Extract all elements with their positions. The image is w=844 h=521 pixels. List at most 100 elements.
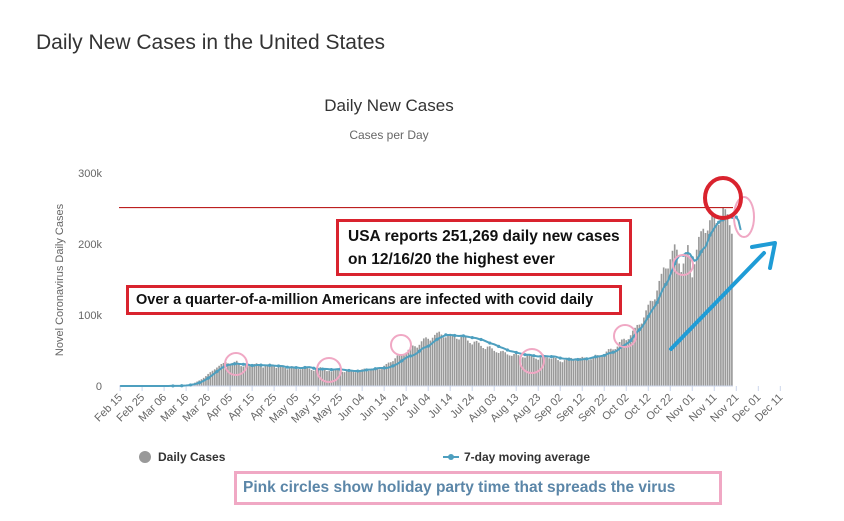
moving-average-point <box>285 365 289 369</box>
chart-title: Daily New Cases <box>324 96 453 115</box>
legend-item-moving-average[interactable]: 7-day moving average <box>443 450 590 464</box>
daily-cases-bar <box>275 367 278 386</box>
daily-cases-bar <box>422 338 425 386</box>
daily-cases-bar <box>623 338 625 386</box>
moving-average-point <box>523 353 527 357</box>
daily-cases-bar <box>356 371 359 386</box>
daily-cases-bar <box>451 334 454 386</box>
daily-cases-bar <box>376 368 379 386</box>
daily-cases-bar <box>323 370 326 386</box>
legend-moving-average-marker <box>448 454 454 460</box>
daily-cases-bar <box>334 368 337 386</box>
daily-cases-bar <box>304 366 306 386</box>
daily-cases-bar <box>299 369 302 386</box>
daily-cases-bar <box>610 348 612 386</box>
moving-average-point <box>215 369 219 374</box>
daily-cases-bar <box>497 352 500 386</box>
daily-cases-bar <box>398 354 401 386</box>
legend-item-daily-cases[interactable]: Daily Cases <box>139 450 226 464</box>
holiday-circle-july-4 <box>390 334 412 356</box>
daily-cases-bar <box>326 371 328 386</box>
daily-cases-bar <box>533 357 535 386</box>
daily-cases-bar <box>673 244 676 386</box>
daily-cases-bar <box>284 367 286 386</box>
daily-cases-bar <box>341 371 344 386</box>
daily-cases-bar <box>495 352 498 386</box>
daily-cases-bar <box>464 337 467 386</box>
daily-cases-bar <box>332 370 335 386</box>
daily-cases-bar <box>249 365 251 386</box>
daily-cases-bar <box>409 346 412 386</box>
moving-average-point <box>268 363 272 367</box>
record-peak-circle <box>703 176 743 220</box>
legend-moving-average-label: 7-day moving average <box>464 450 590 464</box>
daily-cases-bar <box>662 267 665 386</box>
daily-cases-bar <box>601 356 603 386</box>
daily-cases-bar <box>515 353 518 386</box>
daily-cases-bar <box>458 339 460 386</box>
moving-average-point <box>259 363 263 367</box>
daily-cases-bar <box>339 370 341 386</box>
daily-cases-bar <box>541 354 544 386</box>
daily-cases-bar <box>607 349 610 386</box>
daily-cases-bar <box>632 330 634 386</box>
moving-average-point <box>356 369 360 373</box>
daily-cases-bar <box>453 335 456 386</box>
daily-cases-bar <box>561 362 564 386</box>
moving-average-point <box>347 368 351 373</box>
daily-cases-bar <box>235 360 238 386</box>
daily-cases-bar <box>416 347 419 386</box>
daily-cases-bar <box>671 250 674 386</box>
daily-cases-bar <box>570 357 573 386</box>
daily-cases-bar <box>682 263 685 386</box>
daily-cases-bar <box>482 348 485 386</box>
holiday-circles <box>224 196 755 383</box>
moving-average-point <box>382 366 386 370</box>
daily-cases-bar <box>530 355 533 386</box>
daily-cases-bar <box>698 236 700 386</box>
daily-cases-bar <box>319 367 322 386</box>
moving-average-point <box>276 364 281 368</box>
daily-cases-bar <box>676 249 678 386</box>
daily-cases-bar <box>321 368 324 386</box>
daily-cases-bar <box>660 273 663 386</box>
daily-cases-bar <box>222 362 225 386</box>
moving-average-point <box>391 364 395 368</box>
daily-cases-bar <box>385 363 388 386</box>
moving-average-point <box>312 366 316 370</box>
daily-cases-bar <box>431 337 434 386</box>
daily-cases-bar <box>726 214 729 386</box>
daily-cases-bar <box>539 355 542 386</box>
holiday-circle-memorial-day <box>316 357 342 383</box>
daily-cases-bar <box>427 338 430 386</box>
moving-average-point <box>655 300 659 305</box>
legend-daily-cases-marker <box>139 451 151 463</box>
chart-subtitle: Cases per Day <box>349 128 428 142</box>
daily-cases-bar <box>687 245 689 386</box>
daily-cases-bar <box>418 344 421 386</box>
daily-cases-bar <box>354 372 357 386</box>
trend-arrow <box>669 241 777 351</box>
daily-cases-bar <box>444 337 447 386</box>
moving-average-point <box>364 368 369 372</box>
daily-cases-bar <box>288 367 291 386</box>
moving-average-point <box>505 348 510 352</box>
daily-cases-bar <box>625 340 628 386</box>
daily-cases-bar <box>460 336 463 386</box>
daily-cases-bar <box>442 337 445 386</box>
daily-cases-bar <box>502 350 504 386</box>
daily-cases-bar <box>473 341 476 387</box>
daily-cases-bar <box>301 367 304 386</box>
moving-average-point <box>734 215 738 219</box>
record-annotation: USA reports 251,269 daily new cases on 1… <box>336 219 632 276</box>
moving-average-line <box>120 215 742 387</box>
y-tick-label: 200k <box>78 239 102 251</box>
daily-cases-bar <box>352 371 355 386</box>
daily-cases-bar <box>621 339 623 386</box>
daily-cases-bar <box>651 301 654 386</box>
holiday-circle-halloween <box>613 324 637 348</box>
daily-cases-bar <box>306 367 308 386</box>
daily-cases-bar <box>469 343 471 386</box>
